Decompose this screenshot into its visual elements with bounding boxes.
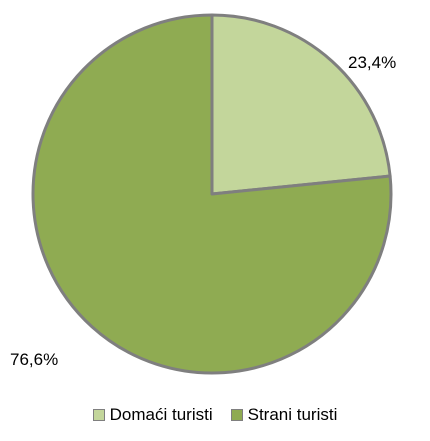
legend-label-strani: Strani turisti xyxy=(247,405,338,424)
data-label-domaci: 23,4% xyxy=(348,53,396,72)
legend-item-domaci: Domaći turisti xyxy=(92,405,213,425)
chart-legend: Domaći turisti Strani turisti xyxy=(0,405,430,425)
pie-slice-strani xyxy=(31,13,393,375)
data-label-strani: 76,6% xyxy=(10,350,58,369)
pie-slice-domaci xyxy=(210,13,392,196)
legend-item-strani: Strani turisti xyxy=(230,405,338,425)
legend-swatch-domaci xyxy=(92,409,105,421)
legend-label-domaci: Domaći turisti xyxy=(109,405,213,424)
legend-swatch-strani xyxy=(230,409,243,421)
